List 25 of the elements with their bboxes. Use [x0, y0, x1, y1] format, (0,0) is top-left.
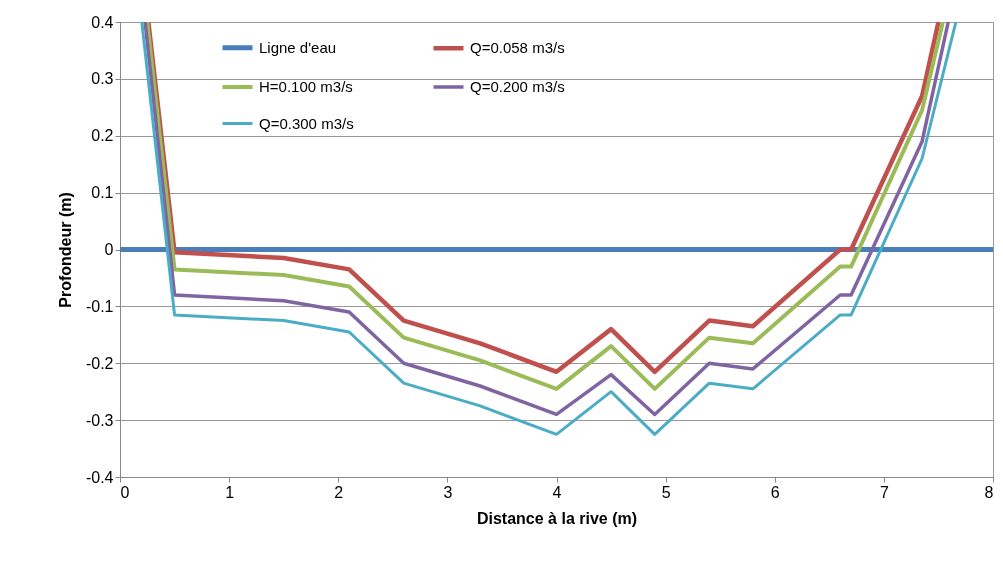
x-tick-label: 4	[552, 483, 562, 501]
x-tick-label: 2	[334, 483, 344, 501]
y-axis-title: Profondeur (m)	[56, 192, 74, 308]
x-tick-label: 3	[443, 483, 453, 501]
x-tick-label: 5	[661, 483, 671, 501]
x-axis-title: Distance à la rive (m)	[476, 509, 638, 527]
y-tick-label: 0.3	[91, 70, 114, 88]
x-tick-label: 7	[879, 483, 889, 501]
x-tick-label: 6	[770, 483, 780, 501]
legend-label: Ligne d'eau	[259, 38, 337, 56]
y-tick-label: -0.4	[85, 468, 114, 486]
y-tick-label: 0.2	[91, 127, 114, 145]
y-tick-label: 0.1	[91, 184, 114, 202]
y-tick-label: -0.3	[85, 411, 114, 429]
legend-label: Q=0.300 m3/s	[259, 114, 354, 132]
legend-label: H=0.100 m3/s	[259, 78, 353, 95]
legend-label: Q=0.200 m3/s	[470, 78, 565, 95]
legend-label: Q=0.058 m3/s	[470, 39, 565, 57]
y-tick-label: -0.1	[85, 297, 114, 315]
x-tick-label: 8	[984, 483, 994, 501]
y-tick-label: 0	[104, 241, 114, 258]
y-tick-label: -0.2	[85, 354, 114, 372]
y-tick-label: 0.4	[91, 13, 114, 31]
x-tick-label: 1	[225, 483, 235, 501]
x-tick-label: 0	[120, 483, 130, 501]
